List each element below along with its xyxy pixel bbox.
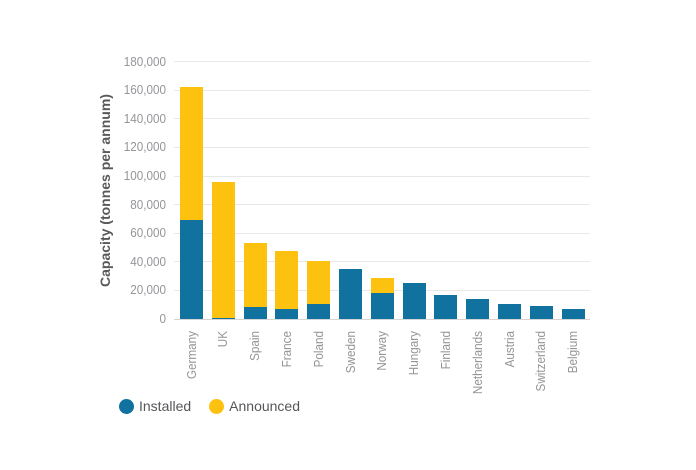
y-tick-label: 60,000 (130, 225, 166, 241)
legend-label: Announced (229, 398, 300, 414)
bar-spain-installed (243, 306, 267, 319)
x-label-finland: Finland (437, 331, 453, 370)
y-axis-title: Capacity (tonnes per annum) (97, 94, 113, 287)
gridline (174, 175, 590, 177)
x-label-norway: Norway (374, 331, 390, 371)
x-label-hungary: Hungary (406, 331, 422, 376)
gridline (174, 89, 590, 91)
bar-germany-announced (180, 86, 203, 221)
bar-sweden-installed (339, 268, 362, 319)
legend-label: Installed (139, 398, 192, 414)
gridline (174, 61, 590, 63)
y-tick-label: 40,000 (130, 253, 166, 269)
y-tick-label: 140,000 (123, 110, 166, 126)
bar-spain-announced (243, 243, 267, 307)
x-label-spain: Spain (247, 331, 263, 361)
gridline (174, 261, 590, 263)
bar-finland-installed (434, 294, 458, 319)
bar-uk-announced (211, 182, 235, 318)
x-label-poland: Poland (310, 331, 326, 368)
gridline (174, 118, 590, 120)
y-tick-label: 180,000 (123, 53, 166, 69)
legend-dot-installed-icon (119, 399, 134, 414)
y-tick-label: 0 (159, 311, 166, 326)
y-tick-label: 100,000 (123, 168, 166, 183)
bar-france-installed (275, 308, 299, 319)
gridline (174, 232, 590, 234)
bar-norway-installed (370, 292, 394, 319)
gridline (174, 146, 590, 148)
bar-switzerland-installed (529, 306, 553, 319)
legend-dot-announced-icon (209, 399, 225, 414)
legend-item-announced: Announced (209, 398, 300, 415)
bar-uk-installed (211, 317, 235, 319)
x-label-netherlands: Netherlands (469, 331, 485, 395)
bar-france-announced (275, 251, 299, 309)
bar-germany-installed (180, 220, 203, 319)
x-label-austria: Austria (501, 331, 517, 368)
bar-poland-installed (307, 303, 331, 319)
bar-austria-installed (498, 303, 521, 319)
y-tick-label: 120,000 (123, 139, 166, 155)
y-tick-label: 160,000 (123, 82, 166, 98)
y-tick-label: 80,000 (130, 196, 166, 212)
x-label-france: France (278, 331, 294, 368)
bar-norway-announced (370, 278, 394, 293)
x-label-switzerland: Switzerland (533, 331, 549, 392)
x-label-uk: UK (215, 331, 231, 348)
legend-item-installed: Installed (119, 398, 191, 415)
x-label-sweden: Sweden (342, 331, 358, 374)
legend: Installed Announced (119, 398, 300, 415)
x-axis-line (174, 318, 590, 320)
bar-belgium-installed (561, 308, 585, 319)
x-label-belgium: Belgium (565, 331, 581, 374)
bar-hungary-installed (402, 283, 426, 319)
y-tick-label: 20,000 (130, 282, 166, 298)
gridline (174, 204, 590, 206)
bar-poland-announced (307, 261, 331, 304)
x-label-germany: Germany (183, 331, 199, 380)
bar-netherlands-installed (466, 298, 490, 319)
